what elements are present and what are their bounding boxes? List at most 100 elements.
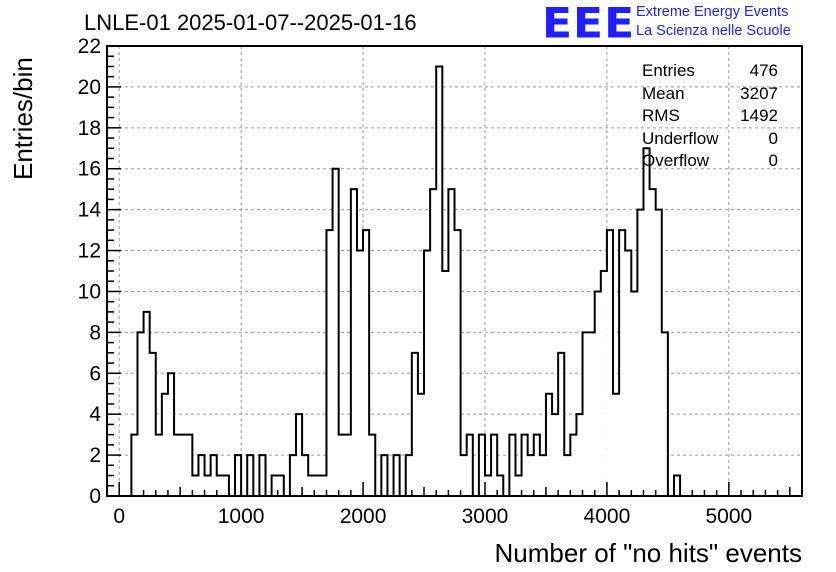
histogram-bin — [533, 434, 540, 496]
histogram-bin — [448, 189, 455, 496]
histogram-bin — [655, 209, 662, 497]
stats-label: Entries — [642, 61, 695, 80]
histogram-bin — [673, 475, 681, 496]
histogram-bin — [332, 168, 339, 496]
histogram-bin — [588, 332, 595, 496]
grid-lines — [107, 46, 802, 496]
histogram-bin — [369, 434, 376, 496]
y-axis: 0 2 4 6 8 10 12 14 16 18 20 22 — [78, 35, 121, 508]
stats-box: Entries 476 Mean 3207 RMS 1492 Underflow… — [642, 60, 778, 173]
histogram-bin — [411, 352, 418, 496]
x-tick-label: 2000 — [340, 505, 387, 528]
histogram-bin — [643, 148, 650, 497]
logo-caption: Extreme Energy Events La Scienza nelle S… — [636, 3, 791, 41]
histogram-bin — [289, 455, 296, 496]
histogram-bin — [198, 455, 205, 496]
x-tick-label: 5000 — [705, 505, 752, 528]
histogram-bin — [308, 475, 315, 496]
histogram-bin — [204, 475, 211, 496]
histogram-bars — [130, 65, 682, 497]
histogram-bin — [460, 455, 467, 496]
y-tick-label: 6 — [89, 362, 101, 385]
x-tick-label: 3000 — [462, 505, 509, 528]
histogram-bin — [210, 455, 217, 496]
y-tick-label: 0 — [89, 485, 101, 508]
histogram-bin — [295, 414, 303, 496]
histogram-bin — [405, 455, 412, 496]
y-tick-label: 18 — [78, 117, 101, 140]
x-axis: 0 1000 2000 3000 4000 5000 — [106, 482, 803, 528]
histogram-bin — [247, 455, 254, 496]
histogram-bin — [582, 332, 589, 496]
histogram-bin — [344, 434, 351, 496]
histogram-bin — [497, 475, 504, 496]
x-tick-label: 4000 — [584, 505, 631, 528]
stats-label: Overflow — [642, 151, 710, 170]
y-tick-label: 22 — [78, 35, 101, 58]
stats-label: Underflow — [642, 128, 719, 148]
y-axis-label: Entries/bin — [8, 57, 38, 180]
histogram-bin — [606, 230, 614, 496]
stats-value: 0 — [768, 128, 778, 148]
histogram-bin — [545, 393, 553, 496]
chart-title: LNLE-01 2025-01-07--2025-01-16 — [84, 10, 417, 35]
histogram-bin — [466, 434, 473, 496]
stats-row-entries: Entries 476 — [642, 60, 778, 83]
histogram-bin — [637, 209, 644, 497]
x-tick-label: 1000 — [218, 505, 265, 528]
histogram-bin — [302, 455, 309, 496]
stats-value: 1492 — [740, 106, 778, 125]
y-tick-label: 4 — [89, 403, 101, 426]
histogram-bin — [356, 250, 364, 496]
histogram-bin — [338, 434, 345, 496]
histogram-bin — [558, 352, 565, 496]
histogram-bin — [649, 189, 656, 496]
histogram-bin — [564, 455, 571, 496]
histogram-bin — [625, 250, 632, 496]
histogram-bin — [180, 434, 187, 496]
histogram-bin — [594, 291, 601, 496]
stats-value: 3207 — [740, 83, 778, 103]
histogram-bin — [436, 66, 443, 497]
histogram-bin — [174, 434, 181, 496]
histogram-bin — [235, 455, 242, 496]
histogram-bin — [131, 434, 138, 496]
histogram-bin — [192, 475, 199, 496]
histogram-bin — [478, 434, 485, 496]
histogram-bin — [149, 352, 156, 496]
y-tick-label: 16 — [78, 158, 101, 181]
histogram-bin — [491, 434, 498, 496]
histogram-bin — [417, 393, 425, 496]
histogram-bin — [454, 230, 461, 496]
histogram-bin — [515, 475, 522, 496]
histogram-bin — [661, 332, 668, 496]
histogram-bin — [137, 332, 144, 496]
histogram-bin — [552, 414, 559, 496]
eee-logo: EEE — [542, 0, 636, 48]
histogram-bin — [527, 455, 534, 496]
stats-label: Mean — [642, 83, 685, 103]
stats-row-rms: RMS 1492 — [642, 105, 778, 128]
stats-row-mean: Mean 3207 — [642, 83, 778, 106]
stats-row-overflow: Overflow 0 — [642, 150, 778, 173]
histogram-bin — [143, 311, 150, 496]
histogram-bin — [216, 475, 223, 496]
histogram-bin — [442, 271, 449, 496]
histogram-bin — [363, 230, 370, 496]
histogram-outline — [130, 65, 682, 497]
histogram-bin — [631, 291, 638, 496]
histogram-bin — [381, 455, 388, 496]
histogram-bin — [320, 475, 327, 496]
histogram-bin — [167, 373, 175, 496]
logo-line-1: Extreme Energy Events — [636, 4, 789, 20]
histogram-bin — [271, 475, 278, 496]
histogram-bin — [222, 475, 229, 496]
y-tick-label: 20 — [78, 76, 101, 99]
x-tick-label: 0 — [113, 505, 125, 528]
y-tick-label: 8 — [89, 321, 101, 344]
stats-value: 476 — [749, 61, 778, 80]
histogram-bin — [155, 434, 162, 496]
histogram-bin — [570, 434, 577, 496]
histogram-bin — [393, 455, 400, 496]
